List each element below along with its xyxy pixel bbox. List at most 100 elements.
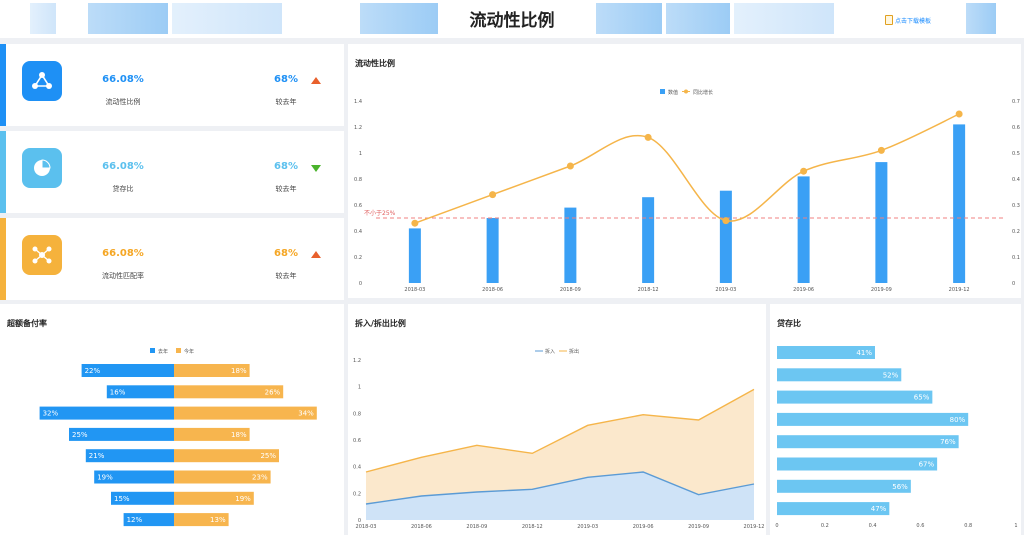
header-decoration <box>596 3 662 34</box>
bar <box>564 207 577 283</box>
download-template-link[interactable]: 点击下载模板 <box>885 15 931 25</box>
line-point <box>955 110 963 118</box>
y-tick-label: 0.6 <box>353 438 361 444</box>
x-tick-label: 0.4 <box>869 523 877 529</box>
x-tick-label: 2019-03 <box>715 287 736 293</box>
x-tick-label: 1 <box>1014 523 1017 529</box>
network-icon <box>22 61 62 101</box>
legend-label: 拆入 <box>545 348 555 355</box>
y2-tick-label: 0.4 <box>1012 177 1020 183</box>
bar <box>777 479 911 493</box>
bar-this-year <box>174 449 279 463</box>
header-decoration <box>966 3 996 34</box>
y-tick-label: 1 <box>359 151 362 157</box>
bar-label: 56% <box>892 483 908 491</box>
legend-label: 今年 <box>184 348 194 355</box>
y2-tick-label: 0.2 <box>1012 229 1020 235</box>
bar <box>777 435 959 449</box>
kpi-label: 流动性比例 <box>105 98 141 106</box>
bar-last-year <box>81 364 174 377</box>
legend-label: 去年 <box>158 348 168 355</box>
bar-this-year <box>174 513 229 527</box>
bar-this-year <box>174 491 254 505</box>
kpi-change-label: 较去年 <box>275 272 297 280</box>
kpi-change: 68% <box>274 248 298 259</box>
x-tick-label: 2019-12 <box>744 524 765 530</box>
x-tick-label: 0.6 <box>916 523 924 529</box>
panel-title: 拆入/拆出比例 <box>355 319 406 328</box>
bar <box>777 390 933 404</box>
x-tick-label: 2019-12 <box>949 287 970 293</box>
kpi-card-liquidity-match-ratio: 66.08% 流动性匹配率 68% 较去年 <box>0 218 344 300</box>
loan-deposit-chart: 41% 52% 65% 80% 76% 67% 56% 47% 0 0.2 0.4 0.6 0.8 1 <box>775 346 1018 529</box>
bar-last-year <box>85 449 174 463</box>
y-tick-label: 1.2 <box>353 358 361 364</box>
bar-this-year <box>174 364 250 377</box>
bar-this-year <box>174 385 284 399</box>
bar <box>486 218 499 283</box>
legend-swatch <box>684 89 688 94</box>
bar-label: 25% <box>260 452 276 460</box>
line-point <box>800 167 808 175</box>
bar-this-year <box>174 427 250 441</box>
x-tick-label: 2018-12 <box>522 524 543 530</box>
bar-label: 47% <box>871 505 887 513</box>
bar <box>408 228 421 283</box>
bar-label: 19% <box>235 495 251 503</box>
series-line <box>414 113 960 224</box>
bar <box>719 190 732 283</box>
y2-tick-label: 0.7 <box>1012 99 1020 105</box>
bar <box>777 457 938 471</box>
lending-ratio-panel: 拆入/拆出比例 0 0.2 0.4 0.6 0.8 1 1.2 2018-03 2018-06 2… <box>348 304 766 535</box>
bar-label: 15% <box>114 495 130 503</box>
x-tick-label: 2019-09 <box>688 524 709 530</box>
bar <box>777 346 875 359</box>
bar-label: 34% <box>298 410 314 418</box>
x-tick-label: 0.8 <box>964 523 972 529</box>
panel-title: 流动性比例 <box>355 59 395 68</box>
y-tick-label: 1.4 <box>354 99 362 105</box>
bar-last-year <box>39 406 174 420</box>
x-tick-label: 2018-03 <box>404 287 425 293</box>
kpi-card-liquidity-ratio: 66.08% 流动性比例 68% 较去年 <box>0 44 344 126</box>
bar-label: 13% <box>210 516 226 524</box>
reference-line-label: 不小于25% <box>364 209 396 217</box>
kpi-card-loan-deposit-ratio: 66.08% 贷存比 68% 较去年 <box>0 131 344 213</box>
line-point <box>411 219 419 227</box>
y2-tick-label: 0.5 <box>1012 151 1020 157</box>
loan-deposit-panel: 贷存比 41% 52% 65% 80% 76% 67% 56% 47% 0 0.2 0.4 0.6 0.… <box>770 304 1021 535</box>
bar-last-year <box>69 427 174 441</box>
pie-chart-icon <box>22 148 62 188</box>
kpi-label: 流动性匹配率 <box>102 272 144 280</box>
kpi-value: 66.08% <box>102 161 144 172</box>
y2-tick-label: 0.1 <box>1012 255 1020 261</box>
x-tick-label: 2018-09 <box>466 524 487 530</box>
excess-reserve-panel: 超额备付率 22% 16% 32% 25% 21% 19% 15% 12% 18% 26% 34% 1… <box>0 304 344 535</box>
bar-label: 26% <box>265 388 281 396</box>
y2-tick-label: 0.6 <box>1012 125 1020 131</box>
kpi-change: 68% <box>274 74 298 85</box>
download-label: 点击下载模板 <box>895 17 932 25</box>
bar-label: 41% <box>856 349 872 357</box>
y-tick-label: 0 <box>359 281 362 287</box>
bar-last-year <box>123 513 174 527</box>
bar <box>797 176 810 283</box>
bar-label: 80% <box>950 416 966 424</box>
excess-reserve-chart: 22% 16% 32% 25% 21% 19% 15% 12% 18% 26% 34% 18% 25% 2… <box>39 348 317 527</box>
x-tick-label: 2018-06 <box>482 287 503 293</box>
header-bar: 流动性比例 点击下载模板 <box>0 0 1024 38</box>
liquidity-ratio-chart: 0 0.2 0.4 0.6 0.8 1 1.2 1.4 0 0.1 0.2 0.3 0.4 0.5 0.6 0… <box>354 89 1020 293</box>
header-decoration <box>172 3 282 34</box>
bar <box>777 412 969 426</box>
x-tick-label: 2018-09 <box>560 287 581 293</box>
bar-label: 12% <box>127 516 143 524</box>
bar-label: 25% <box>72 431 88 439</box>
bar-label: 16% <box>110 388 126 396</box>
y-tick-label: 0 <box>358 518 361 524</box>
kpi-change-label: 较去年 <box>275 185 297 193</box>
lending-ratio-chart: 0 0.2 0.4 0.6 0.8 1 1.2 2018-03 2018-06 2018-09 20… <box>353 348 765 530</box>
y-tick-label: 0.4 <box>353 465 361 471</box>
header-decoration <box>88 3 168 34</box>
legend-label: 同比增长 <box>693 89 713 96</box>
page-title: 流动性比例 <box>469 11 555 31</box>
